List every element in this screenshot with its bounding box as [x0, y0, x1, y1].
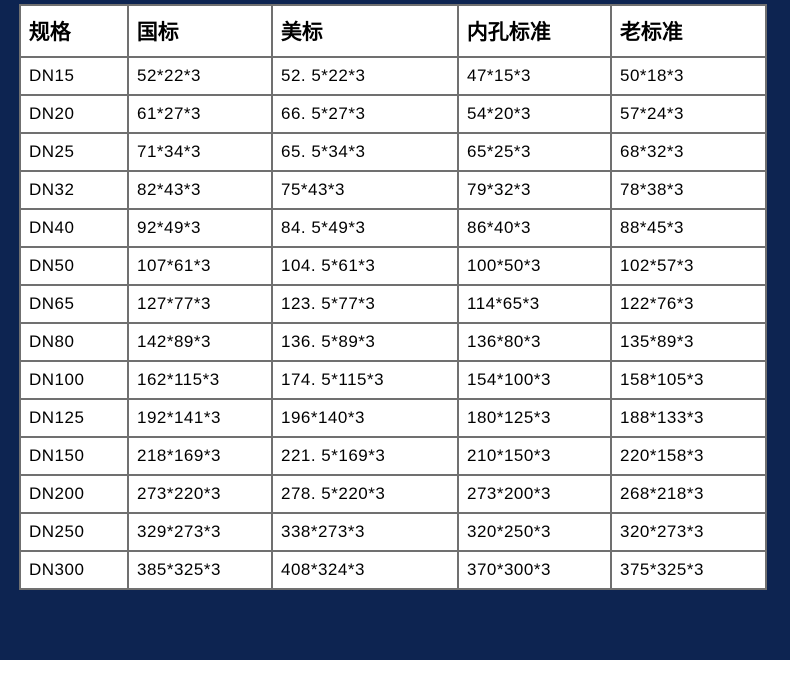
dimension-cell: 54*20*3 [457, 94, 612, 134]
spec-cell: DN20 [19, 94, 129, 134]
table-row: DN15 52*22*3 52. 5*22*3 47*15*3 50*18*3 [19, 56, 767, 96]
spec-cell: DN100 [19, 360, 129, 400]
dimension-cell: 52*22*3 [127, 56, 273, 96]
dimension-cell: 65*25*3 [457, 132, 612, 172]
dimension-cell: 273*200*3 [457, 474, 612, 514]
dimension-cell: 88*45*3 [610, 208, 767, 248]
table-row: DN50 107*61*3 104. 5*61*3 100*50*3 102*57*3 [19, 246, 767, 286]
dimension-cell: 329*273*3 [127, 512, 273, 552]
dimension-cell: 136. 5*89*3 [271, 322, 459, 362]
dimension-cell: 196*140*3 [271, 398, 459, 438]
dimension-cell: 123. 5*77*3 [271, 284, 459, 324]
table-row: DN32 82*43*3 75*43*3 79*32*3 78*38*3 [19, 170, 767, 210]
dimension-cell: 79*32*3 [457, 170, 612, 210]
spec-cell: DN50 [19, 246, 129, 286]
spec-cell: DN80 [19, 322, 129, 362]
dimension-cell: 82*43*3 [127, 170, 273, 210]
dimension-cell: 174. 5*115*3 [271, 360, 459, 400]
spec-cell: DN300 [19, 550, 129, 590]
table-row: DN20 61*27*3 66. 5*27*3 54*20*3 57*24*3 [19, 94, 767, 134]
spec-cell: DN25 [19, 132, 129, 172]
dimension-cell: 320*273*3 [610, 512, 767, 552]
dimension-cell: 221. 5*169*3 [271, 436, 459, 476]
dimension-cell: 78*38*3 [610, 170, 767, 210]
column-header: 规格 [19, 4, 129, 58]
dimension-cell: 114*65*3 [457, 284, 612, 324]
dimension-cell: 92*49*3 [127, 208, 273, 248]
dimension-cell: 75*43*3 [271, 170, 459, 210]
spec-cell: DN250 [19, 512, 129, 552]
table-row: DN40 92*49*3 84. 5*49*3 86*40*3 88*45*3 [19, 208, 767, 248]
dimension-cell: 100*50*3 [457, 246, 612, 286]
dimension-cell: 135*89*3 [610, 322, 767, 362]
dimension-cell: 57*24*3 [610, 94, 767, 134]
column-header: 内孔标准 [457, 4, 612, 58]
spec-cell: DN15 [19, 56, 129, 96]
table-row: DN100 162*115*3 174. 5*115*3 154*100*3 158*1… [19, 360, 767, 400]
table-row: DN65 127*77*3 123. 5*77*3 114*65*3 122*76*3 [19, 284, 767, 324]
dimension-cell: 71*34*3 [127, 132, 273, 172]
dimension-cell: 320*250*3 [457, 512, 612, 552]
dimension-cell: 273*220*3 [127, 474, 273, 514]
table-row: DN125 192*141*3 196*140*3 180*125*3 188*133*… [19, 398, 767, 438]
dimension-cell: 338*273*3 [271, 512, 459, 552]
dimension-cell: 218*169*3 [127, 436, 273, 476]
spec-cell: DN125 [19, 398, 129, 438]
dimension-cell: 370*300*3 [457, 550, 612, 590]
dimension-cell: 52. 5*22*3 [271, 56, 459, 96]
dimension-cell: 192*141*3 [127, 398, 273, 438]
dimension-cell: 122*76*3 [610, 284, 767, 324]
table-row: DN250 329*273*3 338*273*3 320*250*3 320*273*… [19, 512, 767, 552]
dimension-cell: 385*325*3 [127, 550, 273, 590]
column-header: 老标准 [610, 4, 767, 58]
dimension-cell: 66. 5*27*3 [271, 94, 459, 134]
dimension-cell: 84. 5*49*3 [271, 208, 459, 248]
table-row: DN200 273*220*3 278. 5*220*3 273*200*3 268*2… [19, 474, 767, 514]
spec-cell: DN150 [19, 436, 129, 476]
dimension-cell: 61*27*3 [127, 94, 273, 134]
dimension-cell: 278. 5*220*3 [271, 474, 459, 514]
dimension-cell: 104. 5*61*3 [271, 246, 459, 286]
column-header: 国标 [127, 4, 273, 58]
dimension-cell: 102*57*3 [610, 246, 767, 286]
dimension-cell: 107*61*3 [127, 246, 273, 286]
dimension-cell: 180*125*3 [457, 398, 612, 438]
dimension-cell: 158*105*3 [610, 360, 767, 400]
dimension-cell: 68*32*3 [610, 132, 767, 172]
spec-cell: DN200 [19, 474, 129, 514]
dimension-cell: 86*40*3 [457, 208, 612, 248]
dimension-cell: 220*158*3 [610, 436, 767, 476]
column-header: 美标 [271, 4, 459, 58]
dimension-cell: 136*80*3 [457, 322, 612, 362]
spec-cell: DN40 [19, 208, 129, 248]
dimension-cell: 50*18*3 [610, 56, 767, 96]
dimension-cell: 268*218*3 [610, 474, 767, 514]
dimension-cell: 65. 5*34*3 [271, 132, 459, 172]
spec-cell: DN32 [19, 170, 129, 210]
dimension-cell: 188*133*3 [610, 398, 767, 438]
table-body: DN15 52*22*3 52. 5*22*3 47*15*3 50*18*3 DN20 6… [19, 56, 767, 590]
dimension-cell: 210*150*3 [457, 436, 612, 476]
table-row: DN150 218*169*3 221. 5*169*3 210*150*3 220*1… [19, 436, 767, 476]
header-row: 规格 国标 美标 内孔标准 老标准 [19, 4, 767, 58]
dimension-cell: 154*100*3 [457, 360, 612, 400]
table-row: DN300 385*325*3 408*324*3 370*300*3 375*325*… [19, 550, 767, 590]
dimension-cell: 47*15*3 [457, 56, 612, 96]
spec-table: 规格 国标 美标 内孔标准 老标准 DN15 52*22*3 52. 5*22*3 47*15… [19, 4, 767, 590]
dimension-cell: 375*325*3 [610, 550, 767, 590]
table-row: DN80 142*89*3 136. 5*89*3 136*80*3 135*89*3 [19, 322, 767, 362]
table-row: DN25 71*34*3 65. 5*34*3 65*25*3 68*32*3 [19, 132, 767, 172]
dimension-cell: 162*115*3 [127, 360, 273, 400]
dimension-cell: 408*324*3 [271, 550, 459, 590]
spec-cell: DN65 [19, 284, 129, 324]
dimension-cell: 142*89*3 [127, 322, 273, 362]
dimension-cell: 127*77*3 [127, 284, 273, 324]
